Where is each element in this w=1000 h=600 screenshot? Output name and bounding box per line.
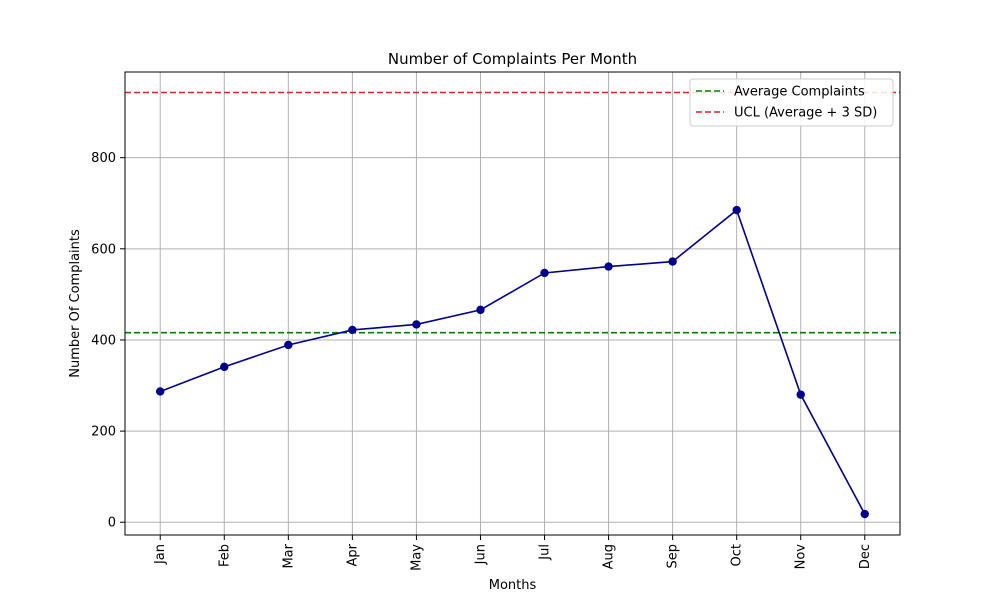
data-point <box>732 205 741 215</box>
data-point <box>604 262 613 271</box>
legend-box <box>689 78 894 127</box>
data-point <box>860 509 869 519</box>
y-tick-label: 800 <box>91 151 116 166</box>
y-axis-ticks: 0 200 400 600 800 <box>91 151 125 531</box>
y-tick-label: 600 <box>91 242 116 257</box>
x-tick-label: May <box>409 544 424 571</box>
data-point <box>220 362 229 372</box>
x-tick-label: Dec <box>858 544 873 569</box>
data-point <box>412 320 421 329</box>
x-tick-label: Aug <box>602 544 617 569</box>
y-axis-label: Number Of Complaints <box>68 229 83 378</box>
x-tick-label: Apr <box>345 543 360 566</box>
grid <box>125 72 900 535</box>
y-tick-label: 400 <box>91 333 116 348</box>
data-point <box>476 305 485 315</box>
series-line <box>159 208 866 515</box>
x-tick-label: Nov <box>794 544 809 570</box>
legend: Average Complaints UCL (Average + 3 SD) <box>689 78 894 127</box>
x-axis-ticks: Jan Feb Mar Apr May Jun Jul Aug Sep Oct Nov Dec <box>153 535 873 571</box>
x-axis-label: Months <box>489 578 537 593</box>
x-tick-label: Jun <box>473 544 488 565</box>
x-tick-label: Jan <box>153 544 168 565</box>
x-tick-label: Oct <box>730 544 745 566</box>
x-tick-label: Sep <box>666 544 681 569</box>
x-tick-label: Mar <box>281 543 296 568</box>
data-series <box>156 205 869 519</box>
chart-title: Number of Complaints Per Month <box>388 50 637 68</box>
data-point <box>348 325 357 335</box>
y-tick-label: 0 <box>108 516 116 531</box>
data-point <box>540 268 549 278</box>
x-tick-label: Jul <box>538 544 553 561</box>
legend-label: UCL (Average + 3 SD) <box>734 106 877 121</box>
data-point <box>668 257 677 266</box>
x-tick-label: Feb <box>217 544 232 567</box>
legend-label: Average Complaints <box>734 85 865 100</box>
data-point <box>156 387 165 396</box>
data-point <box>284 340 293 350</box>
reference-lines <box>125 91 900 334</box>
y-tick-label: 200 <box>91 425 116 440</box>
data-point <box>796 390 805 399</box>
plot-area-frame <box>124 71 901 536</box>
